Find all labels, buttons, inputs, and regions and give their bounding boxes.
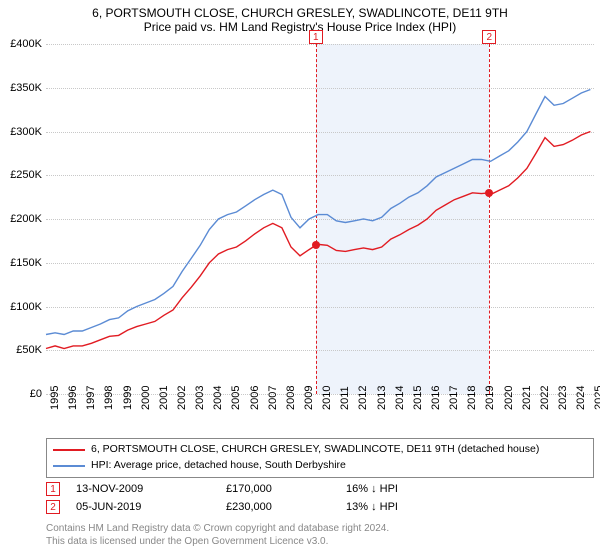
x-tick-label: 2021 <box>521 386 533 410</box>
footer: Contains HM Land Registry data © Crown c… <box>46 522 389 548</box>
legend-label: HPI: Average price, detached house, Sout… <box>91 458 346 474</box>
legend-item: 6, PORTSMOUTH CLOSE, CHURCH GRESLEY, SWA… <box>53 442 587 458</box>
y-tick-label: £100K <box>0 301 42 313</box>
chart-title: 6, PORTSMOUTH CLOSE, CHURCH GRESLEY, SWA… <box>0 0 600 20</box>
x-tick-label: 2004 <box>212 386 224 410</box>
x-tick-label: 1995 <box>49 386 61 410</box>
x-tick-label: 2001 <box>158 386 170 410</box>
y-tick-label: £300K <box>0 126 42 138</box>
sale-marker-1: 1 <box>309 30 323 44</box>
sale-diff: 16% ↓ HPI <box>346 483 466 495</box>
x-tick-label: 2013 <box>376 386 388 410</box>
y-tick-label: £50K <box>0 344 42 356</box>
y-tick-label: £0 <box>0 388 42 400</box>
x-tick-label: 2005 <box>230 386 242 410</box>
sale-date: 05-JUN-2019 <box>76 501 226 513</box>
sale-price: £170,000 <box>226 483 346 495</box>
legend-item: HPI: Average price, detached house, Sout… <box>53 458 587 474</box>
legend: 6, PORTSMOUTH CLOSE, CHURCH GRESLEY, SWA… <box>46 438 594 478</box>
sale-dot-2 <box>485 189 493 197</box>
chart-subtitle: Price paid vs. HM Land Registry's House … <box>0 20 600 38</box>
footer-line2: This data is licensed under the Open Gov… <box>46 535 389 548</box>
x-tick-label: 2019 <box>484 386 496 410</box>
x-tick-label: 2017 <box>448 386 460 410</box>
chart-area: £0£50K£100K£150K£200K£250K£300K£350K£400… <box>46 44 594 394</box>
y-tick-label: £250K <box>0 169 42 181</box>
x-tick-label: 2000 <box>140 386 152 410</box>
sales-table: 1 13-NOV-2009 £170,000 16% ↓ HPI 2 05-JU… <box>46 480 594 516</box>
x-tick-label: 2011 <box>339 386 351 410</box>
x-tick-label: 2002 <box>176 386 188 410</box>
sale-price: £230,000 <box>226 501 346 513</box>
x-tick-label: 2007 <box>267 386 279 410</box>
x-tick-label: 1999 <box>122 386 134 410</box>
sale-diff: 13% ↓ HPI <box>346 501 466 513</box>
x-tick-label: 2015 <box>412 386 424 410</box>
sale-marker-2: 2 <box>482 30 496 44</box>
x-tick-label: 2024 <box>575 386 587 410</box>
x-tick-label: 2003 <box>194 386 206 410</box>
sale-row: 2 05-JUN-2019 £230,000 13% ↓ HPI <box>46 498 594 516</box>
x-tick-label: 2012 <box>357 386 369 410</box>
x-tick-label: 2010 <box>321 386 333 410</box>
x-tick-label: 2020 <box>503 386 515 410</box>
x-tick-label: 2014 <box>394 386 406 410</box>
y-tick-label: £400K <box>0 38 42 50</box>
series-hpi <box>46 90 590 335</box>
footer-line1: Contains HM Land Registry data © Crown c… <box>46 522 389 535</box>
x-tick-label: 2016 <box>430 386 442 410</box>
x-tick-label: 1997 <box>85 386 97 410</box>
x-tick-label: 2022 <box>539 386 551 410</box>
x-tick-label: 2009 <box>303 386 315 410</box>
x-tick-label: 2018 <box>466 386 478 410</box>
x-tick-label: 2006 <box>249 386 261 410</box>
sale-date: 13-NOV-2009 <box>76 483 226 495</box>
y-tick-label: £350K <box>0 82 42 94</box>
y-tick-label: £200K <box>0 213 42 225</box>
series-price_paid <box>46 132 590 349</box>
x-tick-label: 1998 <box>103 386 115 410</box>
sale-dot-1 <box>312 241 320 249</box>
x-tick-label: 1996 <box>67 386 79 410</box>
x-tick-label: 2025 <box>593 386 600 410</box>
x-tick-label: 2008 <box>285 386 297 410</box>
legend-label: 6, PORTSMOUTH CLOSE, CHURCH GRESLEY, SWA… <box>91 442 539 458</box>
sale-row: 1 13-NOV-2009 £170,000 16% ↓ HPI <box>46 480 594 498</box>
x-tick-label: 2023 <box>557 386 569 410</box>
y-tick-label: £150K <box>0 257 42 269</box>
